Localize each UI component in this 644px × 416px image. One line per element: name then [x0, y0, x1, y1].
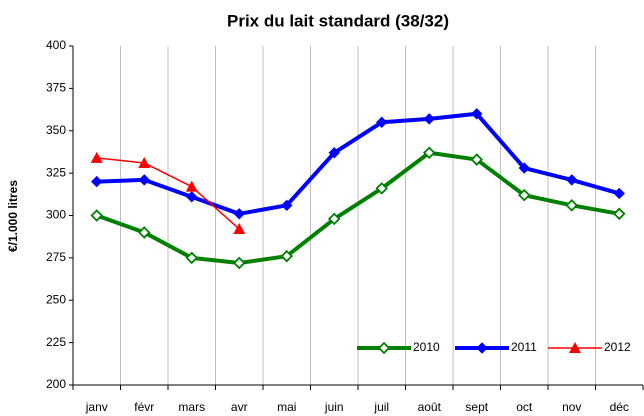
marker — [137, 226, 151, 239]
y-axis-label: €/1.000 litres — [6, 180, 20, 252]
marker — [280, 249, 294, 263]
x-tick-label: août — [418, 400, 442, 414]
marker — [471, 108, 483, 120]
legend-label: 2010 — [413, 340, 440, 354]
marker — [518, 162, 530, 174]
marker — [375, 182, 389, 195]
marker — [186, 191, 198, 203]
marker — [91, 175, 103, 188]
marker — [613, 187, 625, 200]
y-tick-label: 400 — [46, 38, 66, 52]
series-line — [96, 111, 620, 216]
marker — [377, 341, 391, 355]
x-tick-label: févr — [134, 400, 154, 414]
y-tick-label: 325 — [46, 165, 66, 179]
marker — [90, 151, 103, 163]
y-tick-label: 200 — [46, 377, 66, 391]
x-tick-label: nov — [562, 400, 581, 414]
marker — [232, 256, 246, 270]
x-tick-label: mai — [277, 400, 296, 414]
y-tick-label: 300 — [46, 208, 66, 222]
x-tick-label: avr — [231, 400, 248, 414]
y-tick-label: 225 — [46, 335, 66, 349]
x-tick-label: janv — [85, 400, 108, 414]
marker — [470, 153, 484, 166]
x-tick-label: mars — [178, 400, 205, 414]
x-tick-label: oct — [516, 400, 533, 414]
marker — [476, 342, 488, 354]
y-tick-label: 250 — [46, 292, 66, 306]
marker — [566, 174, 578, 186]
x-tick-label: juil — [373, 400, 389, 414]
x-tick-label: sept — [465, 400, 488, 414]
y-tick-label: 275 — [46, 250, 66, 264]
series-line — [96, 150, 620, 265]
marker — [565, 199, 579, 212]
y-tick-label: 350 — [46, 123, 66, 137]
marker — [138, 174, 150, 186]
marker — [185, 180, 198, 192]
marker — [569, 342, 581, 353]
marker — [423, 113, 435, 125]
legend-label: 2011 — [511, 340, 537, 354]
marker — [612, 207, 626, 221]
marker — [185, 251, 199, 265]
chart-title: Prix du lait standard (38/32) — [227, 11, 449, 30]
marker — [233, 208, 245, 220]
marker — [138, 156, 151, 168]
x-tick-label: déc — [610, 400, 629, 414]
y-tick-label: 375 — [46, 81, 66, 95]
marker — [327, 212, 341, 226]
marker — [517, 188, 531, 202]
legend-label: 2012 — [604, 340, 631, 354]
series-line — [96, 157, 240, 230]
x-tick-label: juin — [324, 400, 344, 414]
marker — [422, 146, 436, 160]
marker — [233, 223, 246, 235]
marker — [281, 199, 293, 212]
marker — [376, 116, 388, 128]
marker — [328, 147, 340, 159]
marker — [90, 209, 104, 222]
